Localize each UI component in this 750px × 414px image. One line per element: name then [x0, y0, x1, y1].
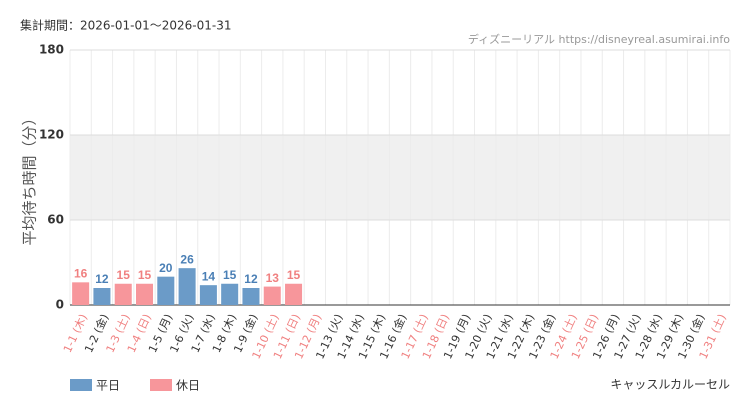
value-label: 15 — [138, 268, 152, 282]
legend-label: 平日 — [96, 379, 120, 393]
value-label: 16 — [74, 267, 88, 281]
bar — [157, 276, 175, 305]
bar — [178, 268, 196, 305]
attraction-name: キャッスルカルーセル — [610, 378, 730, 392]
bar — [199, 285, 217, 305]
bar — [242, 288, 260, 305]
y-tick-label: 180 — [39, 43, 64, 57]
legend-label: 休日 — [176, 379, 200, 393]
shaded-band — [70, 135, 730, 220]
value-label: 15 — [117, 268, 131, 282]
value-label: 12 — [244, 272, 258, 286]
y-tick-label: 120 — [39, 128, 64, 142]
bar — [114, 283, 132, 305]
period: 集計期間：2026-01-01〜2026-01-31 — [20, 18, 231, 33]
y-tick-label: 0 — [56, 298, 64, 312]
bar — [221, 283, 239, 305]
bar — [136, 283, 154, 305]
bar — [285, 283, 303, 305]
y-tick-label: 60 — [47, 213, 64, 227]
bar — [72, 282, 90, 305]
legend-swatch — [70, 379, 92, 391]
legend-swatch — [150, 379, 172, 391]
value-label: 15 — [223, 268, 237, 282]
value-label: 13 — [266, 271, 280, 285]
bar — [93, 288, 111, 305]
y-axis-label: 平均待ち時間（分） — [21, 110, 39, 245]
source: ディズニーリアル https://disneyreal.asumirai.inf… — [468, 32, 730, 46]
value-label: 20 — [159, 261, 173, 275]
value-label: 26 — [180, 252, 194, 266]
bar — [263, 286, 281, 305]
value-label: 12 — [95, 272, 109, 286]
value-label: 15 — [287, 268, 301, 282]
value-label: 14 — [202, 269, 216, 283]
